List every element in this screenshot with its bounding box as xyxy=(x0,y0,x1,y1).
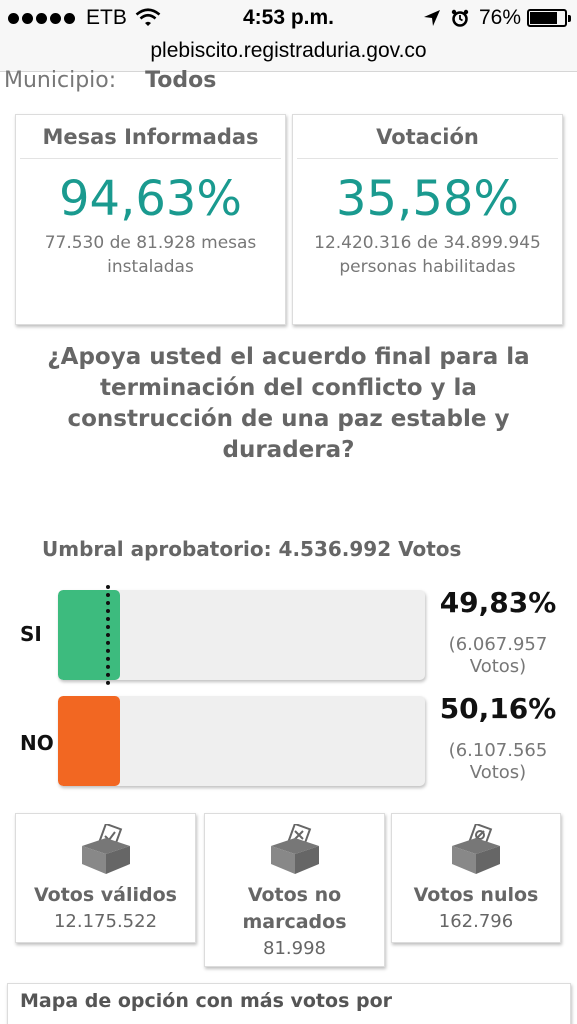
ballot-box-x-icon xyxy=(270,824,319,874)
address-bar[interactable]: plebiscito.registraduria.gov.co xyxy=(0,38,577,72)
vote-card-value: 12.175.522 xyxy=(53,911,158,932)
card-detail: 12.420.316 de 34.899.945 personas habili… xyxy=(293,231,562,279)
ballot-box-check-icon xyxy=(81,824,130,874)
mesas-informadas-card: Mesas Informadas 94,63% 77.530 de 81.928… xyxy=(15,114,286,325)
votos-no-marcados-card: Votos no marcados 81.998 xyxy=(204,813,385,967)
signal-dots-icon xyxy=(8,12,78,24)
municipio-filter[interactable]: Municipio: Todos xyxy=(4,68,216,93)
no-votes: (6.107.565 Votos) xyxy=(432,740,564,784)
battery-icon xyxy=(527,9,571,27)
municipio-value[interactable]: Todos xyxy=(145,68,217,93)
municipio-label: Municipio: xyxy=(4,68,117,93)
si-bar-fill xyxy=(58,590,121,680)
card-title: Votación xyxy=(297,115,558,159)
card-detail: 77.530 de 81.928 mesas instaladas xyxy=(16,231,285,279)
vote-card-title: Votos nulos xyxy=(413,884,539,906)
status-bar: ETB 4:53 p.m. 76% xyxy=(0,0,577,38)
votos-nulos-card: Votos nulos 162.796 xyxy=(391,813,561,943)
no-bar-fill xyxy=(58,696,121,786)
map-section-title: Mapa de opción con más votos por xyxy=(20,990,393,1012)
vote-card-value: 162.796 xyxy=(438,911,514,932)
card-detail-line: personas habilitadas xyxy=(339,257,516,277)
no-percent: 50,16% xyxy=(439,692,557,725)
battery-percent: 76% xyxy=(478,6,521,29)
no-bar-track xyxy=(58,696,425,786)
vote-card-title: Votos no marcados xyxy=(242,884,347,933)
card-detail-line: 77.530 de 81.928 mesas xyxy=(44,233,257,253)
vote-card-title: Votos válidos xyxy=(34,884,177,906)
approval-threshold: Umbral aprobatorio: 4.536.992 Votos xyxy=(42,537,462,561)
card-detail-line: instaladas xyxy=(107,257,194,277)
no-votes-count: (6.107.565 xyxy=(448,740,548,761)
threshold-marker-line xyxy=(106,585,110,685)
status-left: ETB xyxy=(8,6,161,30)
votos-validos-card: Votos válidos 12.175.522 xyxy=(15,813,196,943)
alarm-clock-icon xyxy=(451,9,469,27)
si-bar-track xyxy=(58,590,425,680)
map-section-card: Mapa de opción con más votos por xyxy=(7,983,571,1024)
card-title: Mesas Informadas xyxy=(20,115,281,159)
ballot-box-null-icon xyxy=(452,824,500,874)
card-percent: 35,58% xyxy=(335,171,520,227)
vote-card-value: 81.998 xyxy=(263,938,326,959)
carrier-name: ETB xyxy=(86,6,127,29)
card-percent: 94,63% xyxy=(58,171,243,227)
option-label-si: SI xyxy=(20,622,42,646)
votacion-card: Votación 35,58% 12.420.316 de 34.899.945… xyxy=(292,114,563,325)
si-votes-unit: Votos) xyxy=(469,656,527,677)
no-votes-unit: Votos) xyxy=(469,762,527,783)
option-label-no: NO xyxy=(20,731,54,755)
si-votes-count: (6.067.957 xyxy=(448,634,548,655)
si-percent: 49,83% xyxy=(439,586,557,619)
status-time: 4:53 p.m. xyxy=(242,6,335,29)
wifi-icon xyxy=(135,8,161,26)
status-right: 76% xyxy=(423,6,571,30)
card-detail-line: 12.420.316 de 34.899.945 xyxy=(314,233,541,253)
plebiscite-question: ¿Apoya usted el acuerdo final para la te… xyxy=(47,344,530,463)
location-arrow-icon xyxy=(423,10,440,26)
si-votes: (6.067.957 Votos) xyxy=(432,634,564,678)
